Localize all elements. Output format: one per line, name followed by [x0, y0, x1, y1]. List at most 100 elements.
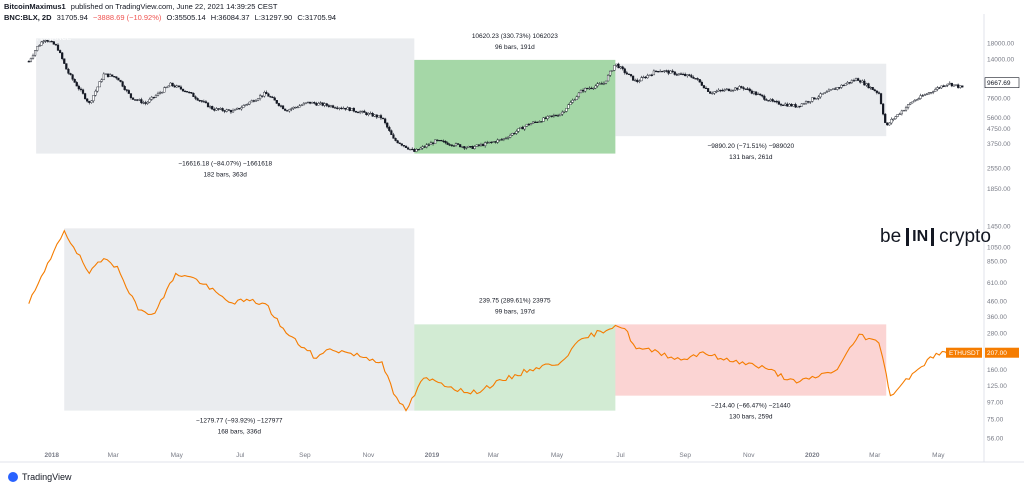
btc-candle-body — [669, 70, 672, 74]
btc-candle-body — [440, 139, 443, 142]
btc-candle-body — [759, 93, 762, 96]
btc-candle-body — [375, 114, 378, 118]
time-tick-label: 2018 — [45, 452, 60, 459]
btc-candle-body — [702, 85, 706, 89]
btc-candle-body — [646, 75, 649, 79]
eth-sub-0: 168 bars, 336d — [218, 429, 262, 436]
change-value: −3888.69 (−10.92%) — [93, 13, 162, 22]
btc-candle-body — [713, 91, 716, 94]
btc-candle-body — [611, 70, 614, 72]
btc-label-2: −9890.20 (−71.51%) −989020 — [708, 143, 795, 150]
time-tick-label: Nov — [363, 452, 375, 459]
btc-candle-body — [175, 85, 178, 88]
btc-candle-body — [386, 122, 389, 128]
btc-candle-body — [913, 100, 916, 103]
btc-candle-body — [946, 83, 949, 86]
btc-candle-body — [527, 123, 531, 126]
btc-candle-body — [534, 121, 537, 123]
btc-candle-body — [225, 109, 228, 112]
btc-candle-body — [152, 96, 155, 99]
btc-candle-body — [794, 104, 797, 108]
btc-candle-body — [959, 85, 962, 88]
btc-candle-body — [915, 99, 918, 101]
btc-candle-body — [679, 73, 683, 75]
btc-candle-body — [252, 100, 255, 102]
btc-candle-body — [752, 91, 756, 94]
btc-candle-body — [186, 91, 189, 93]
btc-tick-label: 4750.00 — [987, 126, 1011, 133]
btc-candle-body — [342, 107, 345, 110]
btc-candle-body — [813, 97, 816, 100]
btc-candle-body — [775, 101, 778, 103]
btc-candles — [27, 39, 964, 153]
btc-candle-body — [898, 113, 901, 115]
btc-candle-body — [65, 63, 68, 70]
btc-candle-body — [446, 142, 449, 145]
btc-candle-body — [809, 101, 812, 103]
btc-candle-body — [865, 83, 868, 86]
btc-candle-body — [309, 101, 312, 104]
btc-candle-body — [761, 94, 764, 97]
btc-candle-body — [709, 91, 712, 94]
eth-tick-label: 360.00 — [987, 314, 1007, 321]
btc-tick-label: 3750.00 — [987, 141, 1011, 148]
eth-tick-label: 160.00 — [987, 367, 1007, 374]
btc-candle-body — [106, 73, 110, 77]
btc-candle-body — [877, 92, 881, 94]
btc-candle-body — [406, 147, 410, 150]
btc-candle-body — [602, 83, 606, 85]
btc-candle-body — [313, 102, 316, 104]
btc-candle-body — [111, 74, 114, 77]
btc-candle-body — [844, 83, 847, 86]
btc-candle-body — [67, 69, 70, 74]
btc-candle-body — [469, 146, 472, 148]
btc-candle-body — [554, 114, 558, 117]
tradingview-logo[interactable]: TradingView — [8, 472, 72, 482]
btc-sub-0: 182 bars, 363d — [204, 172, 248, 179]
publisher-name[interactable]: BitcoinMaximus1 — [4, 2, 66, 11]
btc-candle-body — [284, 108, 287, 111]
btc-candle-body — [934, 89, 937, 92]
time-tick-label: Jul — [236, 452, 245, 459]
close-value: C:31705.94 — [297, 13, 337, 22]
btc-candle-body — [50, 41, 53, 43]
btc-candle-body — [746, 88, 749, 90]
btc-candle-body — [167, 85, 170, 88]
btc-candle-body — [54, 44, 58, 46]
study-subtitle: ETHUSDT, BINANCE — [4, 35, 72, 42]
btc-candle-body — [348, 107, 351, 112]
btc-candle-body — [144, 102, 147, 104]
time-tick-label: Sep — [299, 452, 311, 459]
btc-candle-body — [323, 103, 326, 106]
btc-candle-body — [108, 74, 112, 77]
btc-candle-body — [211, 106, 214, 110]
eth-symbol-label: ETHUSDT — [949, 350, 980, 357]
btc-candle-body — [498, 139, 501, 141]
btc-candle-body — [177, 85, 180, 88]
btc-candle-body — [115, 76, 118, 79]
btc-candle-body — [740, 86, 743, 88]
btc-candle-body — [227, 109, 230, 111]
btc-candle-body — [629, 74, 633, 77]
btc-candle-body — [190, 92, 193, 94]
btc-candle-body — [373, 114, 376, 117]
time-tick-label: 2020 — [805, 452, 820, 459]
btc-candle-body — [33, 50, 37, 56]
btc-candle-body — [506, 137, 510, 139]
btc-candle-body — [477, 144, 480, 146]
btc-candle-body — [302, 103, 305, 106]
btc-candle-body — [98, 81, 101, 88]
btc-candle-body — [792, 104, 795, 107]
btc-candle-body — [932, 91, 935, 93]
btc-candle-body — [765, 99, 768, 101]
btc-candle-body — [273, 97, 276, 101]
symbol-label[interactable]: BNC:BLX, 2D — [4, 13, 52, 22]
btc-candle-body — [431, 142, 435, 144]
study-title: Brave New Coin Liquid Index for Bitcoin,… — [4, 26, 159, 33]
btc-candle-body — [569, 102, 572, 105]
btc-candle-body — [100, 79, 103, 82]
btc-candle-body — [556, 115, 560, 117]
btc-candle-body — [675, 74, 678, 76]
